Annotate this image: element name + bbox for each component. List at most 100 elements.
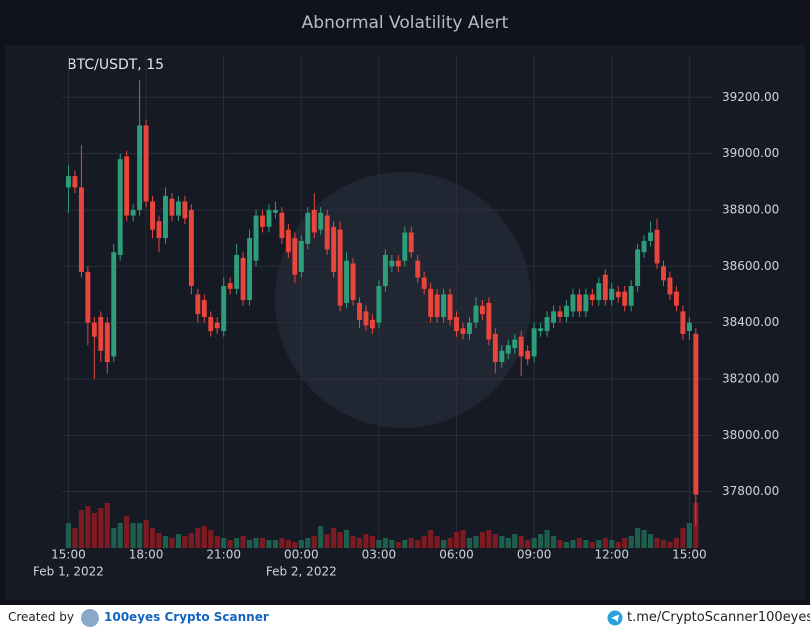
x-tick-label: 12:00 (594, 548, 629, 562)
candle-body (305, 212, 311, 244)
volume-bar (376, 540, 382, 548)
volume-bar (298, 540, 304, 548)
candle-body (318, 212, 324, 230)
candle-body (234, 255, 240, 289)
volume-bar (337, 532, 343, 548)
volume-bar (91, 513, 97, 548)
candle-body (292, 238, 298, 275)
candle-body (137, 125, 143, 210)
candle-body (382, 255, 388, 287)
volume-bar (499, 536, 505, 548)
candle-body (247, 238, 253, 301)
candle-body (615, 291, 621, 298)
created-by: Created by (8, 610, 75, 624)
volume-bar (550, 536, 557, 548)
candle-body (279, 212, 285, 239)
volume-bar (234, 538, 240, 548)
candle-body (337, 229, 343, 306)
y-tick-label: 37800.00 (722, 484, 779, 498)
telegram-link[interactable]: t.me/CryptoScanner100eyes (627, 610, 810, 625)
volume-bar (369, 536, 376, 548)
candle-body (98, 316, 104, 351)
candle-body (156, 221, 162, 239)
candle-body (91, 322, 97, 337)
candle-body (104, 322, 110, 363)
candle-body (654, 229, 660, 264)
volume-bar (479, 532, 485, 548)
volume-bar (195, 528, 201, 548)
candle-body (434, 294, 440, 317)
volume-bar (609, 540, 615, 548)
volume-bar (201, 526, 207, 548)
candle-body (693, 333, 699, 495)
candle-body (266, 209, 272, 227)
volume-bar (693, 503, 699, 548)
candle-body (564, 305, 569, 317)
volume-bar (460, 530, 466, 548)
candle-body (460, 328, 466, 334)
candle-body (208, 316, 214, 332)
volume-bar (680, 528, 686, 548)
volume-bar (641, 530, 647, 548)
candle-body (467, 322, 472, 334)
y-tick-label: 38400.00 (722, 315, 779, 329)
candle-body (680, 311, 686, 334)
x-tick-label: 03:00 (362, 548, 397, 562)
footer: Created by 100eyes Crypto Scanner t.me/C… (0, 605, 810, 630)
volume-bar (453, 532, 460, 548)
volume-bar (428, 530, 434, 548)
volume-bar (673, 538, 680, 548)
volume-bar (227, 540, 233, 548)
brand[interactable]: 100eyes Crypto Scanner (104, 610, 269, 624)
volume-bar (266, 540, 272, 548)
candle-body (169, 198, 175, 216)
candle-body (111, 252, 117, 357)
candle-body (389, 260, 395, 267)
volume-bar (130, 523, 136, 548)
candle-body (525, 350, 531, 360)
volume-bar (602, 538, 608, 548)
candle-body (447, 294, 453, 320)
candle-body (479, 305, 485, 315)
candle-body (531, 328, 537, 357)
candle-body (622, 291, 628, 306)
candle-body (557, 311, 563, 317)
volume-bar (667, 542, 673, 548)
candle-body (454, 316, 459, 332)
candle-body (551, 311, 556, 323)
volume-bar (246, 540, 253, 548)
volume-bar (98, 508, 104, 548)
volume-bar (182, 536, 188, 548)
candle-body (124, 156, 130, 216)
volume-bar (149, 528, 156, 548)
candle-body (602, 274, 608, 301)
candle-body (85, 271, 91, 323)
volume-bar (622, 538, 628, 548)
volume-bar (208, 530, 214, 548)
x-tick-label: 21:00 (206, 548, 241, 562)
volume-bar (408, 538, 414, 548)
candle-body (596, 283, 602, 301)
volume-bar (660, 540, 667, 548)
y-tick-label: 38000.00 (722, 428, 779, 442)
candle-body (130, 209, 136, 216)
candle-body (499, 350, 505, 363)
candle-body (441, 294, 447, 317)
candle-body (408, 232, 414, 253)
volume-bar (654, 538, 660, 548)
candle-body (661, 266, 666, 281)
volume-bar (156, 533, 162, 548)
candle-body (648, 232, 654, 241)
volume-bar (635, 528, 641, 548)
volume-bar (615, 542, 621, 548)
volume-bar (531, 538, 537, 548)
candle-body (150, 201, 156, 230)
candle-body (221, 286, 227, 332)
volume-bar (143, 520, 149, 548)
candle-body (272, 209, 278, 213)
volume-bar (389, 540, 395, 548)
volume-bar (279, 538, 285, 548)
candle-body (486, 302, 492, 340)
candle-body (686, 322, 692, 332)
